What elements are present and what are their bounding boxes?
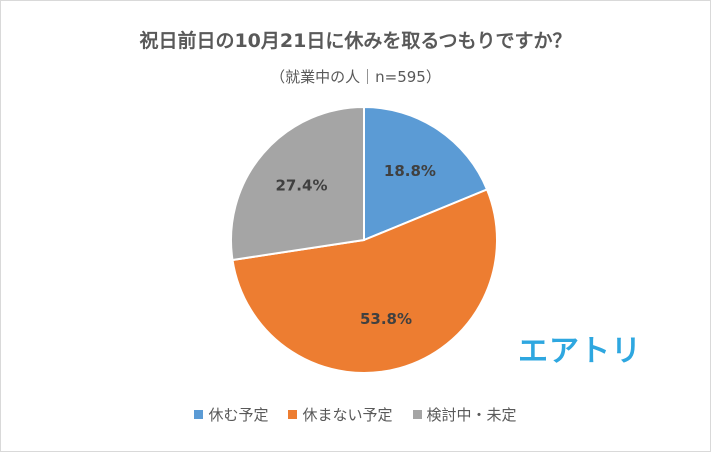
pie-label-rest: 18.8% [384,162,436,180]
legend-item-rest: 休む予定 [194,404,268,425]
chart-subtitle: （就業中の人｜n=595） [270,68,441,86]
legend-item-no-rest: 休まない予定 [288,404,393,425]
chart-title: 祝日前日の10月21日に休みを取るつもりですか？ [139,30,572,52]
logo: エアトリ [518,334,642,369]
pie-label-no-rest: 53.8% [360,310,412,328]
legend-label-undecided: 検討中・未定 [426,406,517,424]
legend-label-rest: 休む予定 [208,406,269,424]
legend-swatch-rest [194,410,204,419]
legend-swatch-no-rest [288,410,298,419]
pie-label-undecided: 27.4% [275,177,327,195]
pie-slice-rest [363,105,489,242]
pie-slice-no-rest [231,188,498,374]
legend-swatch-undecided [412,410,422,419]
legend-label-no-rest: 休まない予定 [302,406,393,424]
legend-item-undecided: 検討中・未定 [412,404,517,425]
legend: 休む予定 休まない予定 検討中・未定 [0,404,711,425]
pie-slice-undecided [230,105,365,262]
